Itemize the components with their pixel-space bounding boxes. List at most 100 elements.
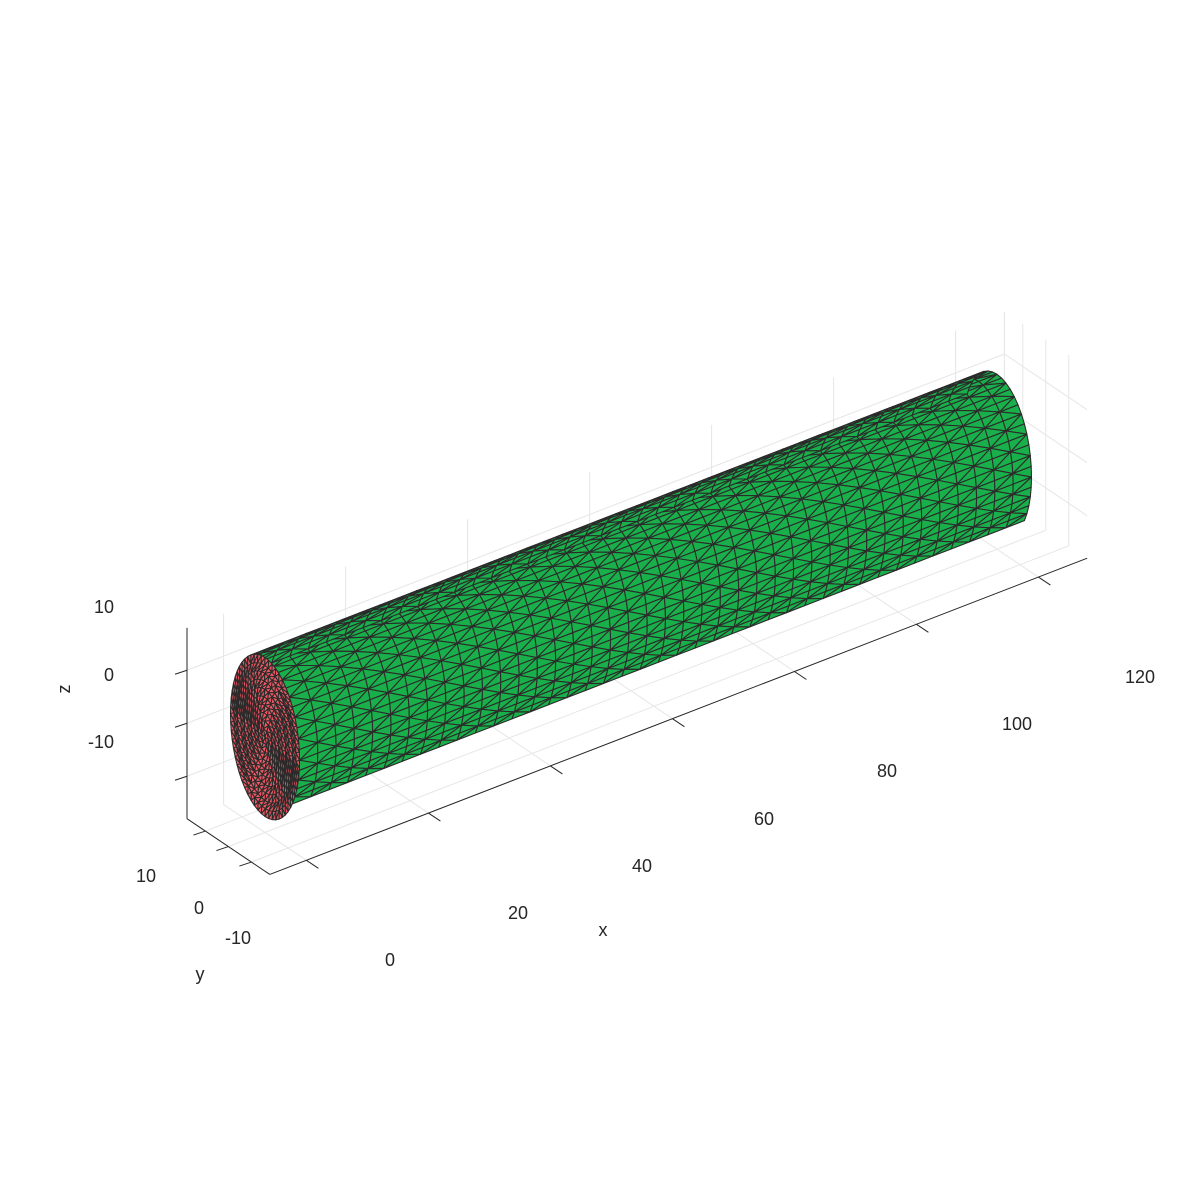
cylinder-side-face — [675, 509, 700, 518]
y-axis-label: y — [196, 964, 205, 984]
cylinder-side-face — [328, 782, 348, 791]
cylinder-side-face — [935, 383, 959, 396]
cylinder-side-face — [309, 650, 334, 659]
grid-line — [228, 529, 1046, 848]
cylinder-side-face — [715, 468, 739, 481]
grid-line — [251, 545, 1069, 863]
z-tick-mark — [174, 722, 188, 728]
cylinder-side-face — [307, 634, 330, 650]
cylinder-side-face — [625, 537, 649, 546]
cylinder-side-face — [344, 620, 367, 636]
cylinder-side-face — [710, 478, 733, 494]
cylinder-side-face — [898, 397, 922, 411]
cylinder-side-face — [877, 569, 897, 578]
cylinder-side-face — [840, 583, 861, 592]
x-tick-mark — [550, 765, 563, 775]
x-axis-line — [269, 557, 1088, 875]
cylinder-side-face — [914, 394, 937, 409]
cylinder-side-face — [822, 452, 847, 461]
cylinder-side-face — [987, 527, 1007, 536]
cylinder-side-face — [639, 523, 664, 532]
z-tick-mark — [174, 775, 188, 781]
cylinder-side-face — [602, 537, 627, 546]
x-tick-label: 100 — [1002, 714, 1032, 734]
x-tick-mark — [306, 859, 319, 869]
z-tick-label: -10 — [88, 732, 114, 752]
cylinder-side-face — [929, 393, 952, 409]
cylinder-side-face — [349, 609, 373, 623]
cylinder-side-face — [982, 382, 1007, 391]
z-tick-label: 10 — [94, 597, 114, 617]
cylinder-side-face — [914, 555, 934, 564]
cylinder-side-face — [883, 401, 908, 413]
cylinder-side-face — [954, 409, 979, 419]
end-cap-face — [233, 711, 239, 728]
x-tick-label: 80 — [877, 761, 897, 781]
cylinder-side-face — [490, 563, 513, 579]
cylinder-side-face — [529, 565, 554, 574]
y-tick-label: -10 — [225, 928, 251, 948]
cylinder-side-face — [566, 551, 590, 560]
y-tick-mark — [239, 861, 252, 867]
cylinder-side-face — [712, 494, 737, 504]
cylinder-side-face — [401, 753, 422, 762]
cylinder-side-face — [401, 592, 425, 607]
cylinder-side-face — [810, 429, 834, 441]
x-tick-label: 60 — [754, 809, 774, 829]
y-tick-mark — [193, 830, 206, 836]
cylinder-side-face — [694, 479, 717, 494]
axes-box — [174, 557, 1088, 875]
cylinder-side-face — [548, 697, 568, 706]
cylinder-side-face — [694, 640, 714, 649]
cylinder-side-face — [950, 386, 971, 395]
end-cap-face — [247, 722, 253, 737]
cylinder-side-face — [918, 424, 942, 433]
cylinder-side-face — [752, 453, 776, 467]
cylinder-side-face — [877, 408, 900, 423]
x-tick-mark — [428, 812, 441, 822]
cylinder-side-face — [383, 622, 407, 631]
cylinder-side-face — [856, 421, 879, 437]
z-tick-label: 0 — [104, 665, 114, 685]
end-cap-face — [236, 717, 242, 727]
cylinder-side-face — [808, 466, 832, 476]
cylinder-side-face — [532, 538, 556, 552]
cylinder-side-face — [700, 471, 725, 484]
cylinder-side-face — [657, 493, 681, 508]
cylinder-side-face — [657, 654, 678, 663]
x-tick-label: 0 — [385, 950, 395, 970]
cylinder-side-face — [957, 372, 981, 385]
z-tick-mark — [174, 669, 188, 675]
end-cap-face — [257, 731, 264, 743]
cylinder-side-face — [454, 577, 477, 593]
cylinder-side-face — [661, 523, 686, 532]
z-axis-label: z — [54, 685, 74, 694]
cylinder-side-face — [950, 380, 974, 395]
cylinder-side-face — [527, 549, 550, 565]
cylinder-side-face — [840, 423, 864, 438]
cylinder-side-face — [588, 551, 613, 560]
cylinder-side-face — [637, 506, 660, 522]
cylinder-side-face — [492, 579, 517, 589]
cylinder-side-face — [642, 496, 666, 510]
cylinder-side-face — [380, 605, 403, 622]
cylinder-side-face — [438, 578, 461, 593]
cylinder-side-face — [820, 435, 843, 452]
cylinder-side-face — [459, 567, 483, 580]
cylinder-side-face — [731, 626, 751, 635]
cylinder-side-face — [276, 637, 300, 651]
cylinder-side-face — [973, 373, 998, 382]
cylinder-side-face — [271, 648, 294, 664]
cylinder-side-face — [673, 492, 696, 508]
cylinder-side-face — [746, 464, 769, 480]
y-tick-mark — [216, 846, 229, 852]
cylinder-side-face — [771, 480, 796, 490]
x-axis-label: x — [599, 920, 608, 940]
cylinder-side-face — [365, 767, 385, 777]
x-tick-mark — [916, 623, 929, 633]
cylinder-side-face — [749, 480, 773, 489]
cylinder-side-face — [698, 509, 723, 518]
x-tick-mark — [794, 671, 807, 680]
